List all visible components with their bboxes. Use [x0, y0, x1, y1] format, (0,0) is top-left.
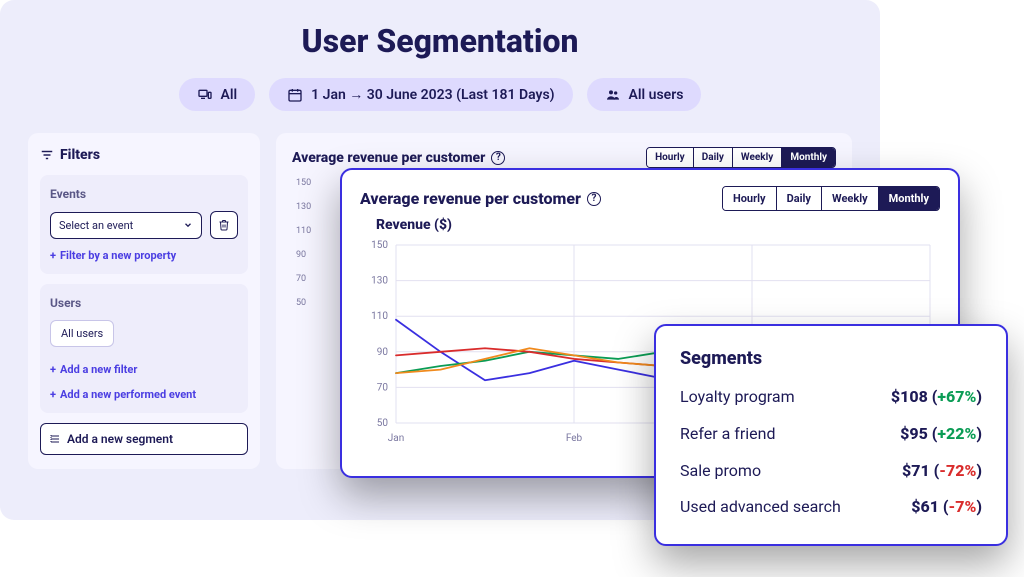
add-segment-button[interactable]: Add a new segment — [40, 423, 248, 455]
svg-text:150: 150 — [371, 240, 388, 251]
overlay-header: Average revenue per customer ? HourlyDai… — [360, 186, 940, 211]
filter-property-label: Filter by a new property — [60, 249, 176, 262]
users-chip-label: All users — [61, 327, 103, 340]
segment-row: Refer a friend $95 (+22%) — [680, 424, 982, 445]
toggle-weekly[interactable]: Weekly — [822, 187, 879, 210]
svg-text:Jan: Jan — [388, 433, 404, 444]
svg-text:90: 90 — [377, 347, 389, 358]
overlay-chart-title: Average revenue per customer ? — [360, 189, 601, 208]
add-filter-action[interactable]: + Add a new filter — [50, 363, 238, 376]
trash-icon — [218, 219, 230, 231]
segment-value: $71 (-72%) — [902, 461, 982, 480]
users-pill[interactable]: All users — [587, 78, 702, 111]
plus-icon: + — [50, 249, 56, 262]
events-label: Events — [50, 187, 238, 201]
overlay-time-toggle: HourlyDailyWeeklyMonthly — [722, 186, 940, 211]
bg-time-toggle: HourlyDailyWeeklyMonthly — [646, 147, 836, 168]
toggle-hourly[interactable]: Hourly — [723, 187, 777, 210]
plus-icon: + — [50, 388, 56, 401]
segment-name: Loyalty program — [680, 387, 881, 408]
add-performed-label: Add a new performed event — [60, 388, 196, 401]
chevron-down-icon — [183, 220, 193, 230]
toggle-weekly[interactable]: Weekly — [733, 148, 782, 167]
segment-name: Sale promo — [680, 461, 892, 482]
delete-event-button[interactable] — [210, 211, 238, 239]
svg-text:70: 70 — [377, 382, 389, 393]
filter-by-property-action[interactable]: + Filter by a new property — [50, 249, 238, 262]
toggle-monthly[interactable]: Monthly — [879, 187, 939, 210]
date-range-pill[interactable]: 1 Jan → 30 June 2023 (Last 181 Days) — [269, 78, 572, 111]
users-filter-block: Users All users + Add a new filter + Add… — [40, 284, 248, 413]
bg-chart-header: Average revenue per customer ? HourlyDai… — [292, 147, 836, 168]
segments-panel: Segments Loyalty program$108 (+67%)Refer… — [654, 324, 1008, 546]
devices-pill-label: All — [221, 87, 238, 103]
segment-value: $108 (+67%) — [891, 387, 982, 406]
filters-panel: Filters Events Select an event + Filter … — [28, 133, 260, 469]
users-icon — [605, 87, 621, 103]
users-pill-label: All users — [629, 87, 684, 103]
segments-title: Segments — [680, 348, 982, 369]
calendar-icon — [287, 87, 303, 103]
add-filter-label: Add a new filter — [60, 363, 137, 376]
segment-value: $95 (+22%) — [900, 424, 982, 443]
devices-icon — [197, 87, 213, 103]
segment-value: $61 (-7%) — [911, 497, 982, 516]
add-segment-label: Add a new segment — [67, 432, 173, 446]
svg-text:Feb: Feb — [566, 433, 583, 444]
bg-chart-title: Average revenue per customer ? — [292, 150, 505, 166]
segment-row: Used advanced search $61 (-7%) — [680, 497, 982, 518]
svg-text:50: 50 — [377, 418, 389, 429]
segment-name: Refer a friend — [680, 424, 890, 445]
devices-pill[interactable]: All — [179, 78, 256, 111]
users-filter-label: Users — [50, 296, 238, 310]
plus-icon: + — [50, 363, 56, 376]
filter-pills-row: All 1 Jan → 30 June 2023 (Last 181 Days)… — [28, 78, 852, 111]
toggle-hourly[interactable]: Hourly — [647, 148, 694, 167]
segments-list: Loyalty program$108 (+67%)Refer a friend… — [680, 387, 982, 518]
segment-row: Loyalty program $108 (+67%) — [680, 387, 982, 408]
svg-text:110: 110 — [371, 311, 388, 322]
date-range-pill-label: 1 Jan → 30 June 2023 (Last 181 Days) — [311, 86, 554, 103]
segment-name: Used advanced search — [680, 497, 901, 518]
events-filter-block: Events Select an event + Filter by a new… — [40, 175, 248, 274]
add-performed-event-action[interactable]: + Add a new performed event — [50, 388, 238, 401]
help-icon[interactable]: ? — [587, 192, 601, 206]
users-chip[interactable]: All users — [50, 320, 114, 347]
page-title: User Segmentation — [28, 22, 852, 60]
segment-icon — [49, 433, 61, 445]
filters-title: Filters — [60, 147, 100, 163]
svg-text:130: 130 — [371, 276, 388, 287]
event-select-row: Select an event — [50, 211, 238, 239]
filter-icon — [40, 148, 54, 162]
toggle-monthly[interactable]: Monthly — [782, 148, 835, 167]
toggle-daily[interactable]: Daily — [777, 187, 822, 210]
help-icon[interactable]: ? — [491, 151, 505, 165]
event-select-placeholder: Select an event — [59, 219, 133, 232]
toggle-daily[interactable]: Daily — [694, 148, 733, 167]
event-select[interactable]: Select an event — [50, 212, 202, 239]
overlay-ylabel: Revenue ($) — [376, 217, 940, 233]
filters-header: Filters — [40, 147, 248, 163]
segment-row: Sale promo $71 (-72%) — [680, 461, 982, 482]
